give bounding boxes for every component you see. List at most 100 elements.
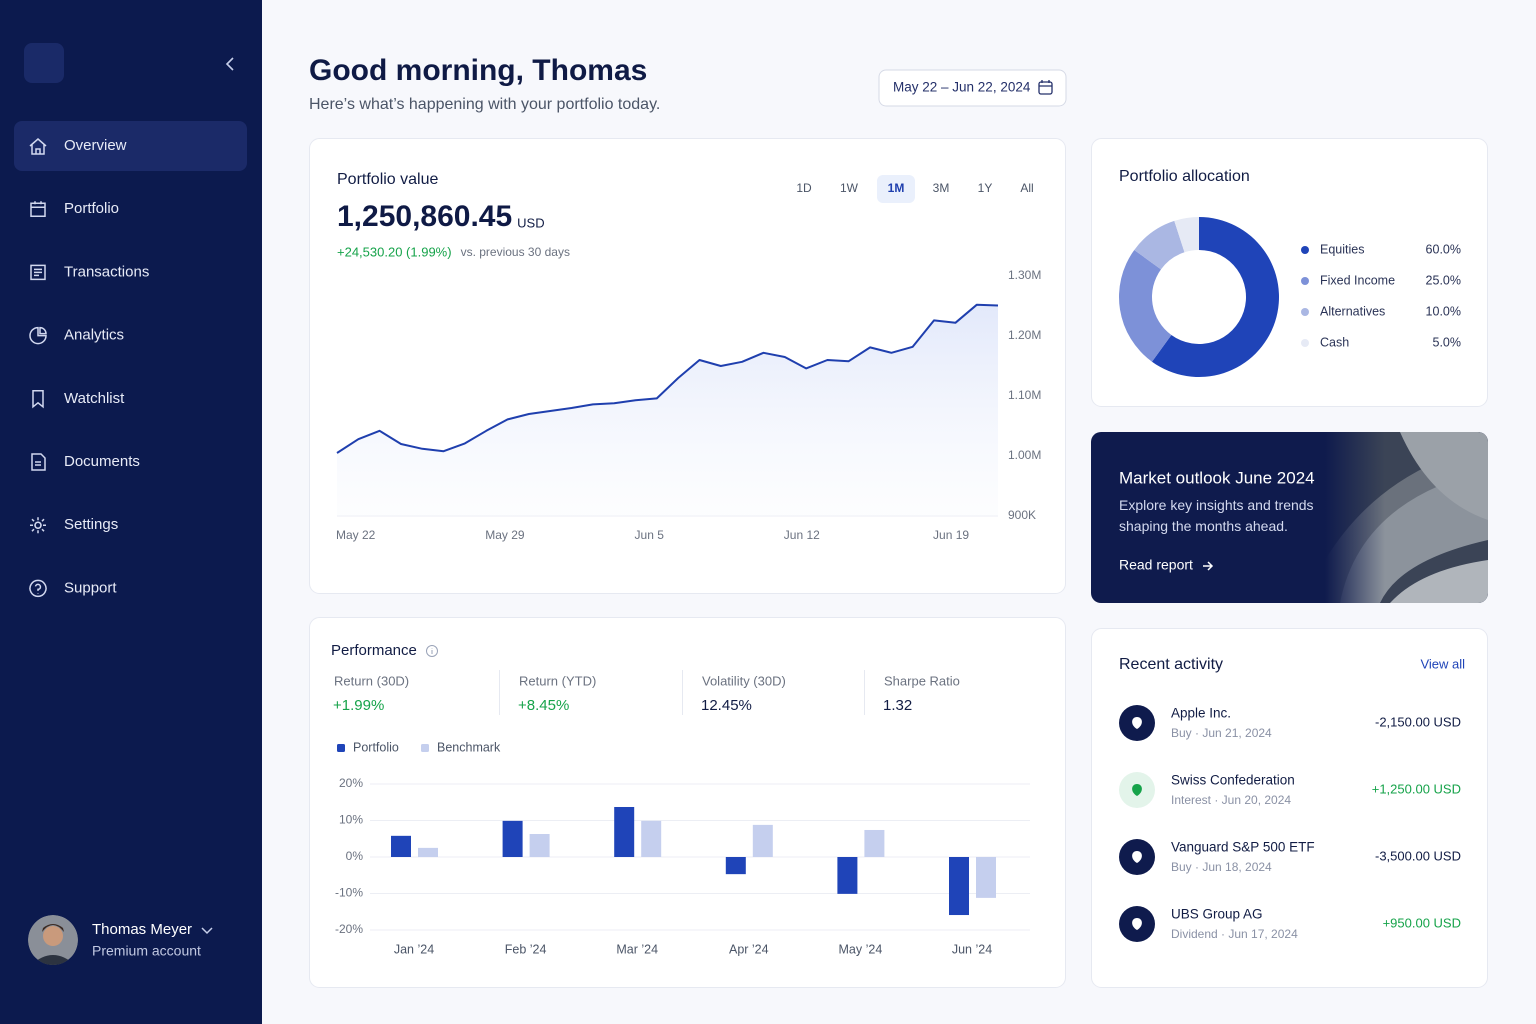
stat-label: Return (YTD)	[519, 673, 596, 688]
legend-label: Alternatives	[1320, 304, 1385, 318]
legend-label: Cash	[1320, 335, 1349, 349]
performance-card	[309, 617, 1066, 988]
allocation-card	[1091, 138, 1488, 407]
bar	[641, 820, 662, 857]
activity-detail: Interest · Jun 20, 2024	[1171, 793, 1291, 807]
card-title: Portfolio value	[337, 171, 438, 188]
card-title: Performance	[331, 642, 417, 659]
stat-value: +1.99%	[333, 697, 384, 714]
activity-glyph	[1132, 784, 1142, 796]
nav-icon	[29, 138, 47, 155]
range-button[interactable]: 1M	[888, 181, 905, 195]
x-tick-label: Jun 5	[635, 528, 665, 542]
y-tick-label: 900K	[1008, 508, 1036, 522]
activity-detail: Dividend · Jun 17, 2024	[1171, 927, 1298, 941]
activity-glyph	[1132, 851, 1142, 863]
nav-item[interactable]: Transactions	[64, 263, 149, 280]
legend-dot	[1301, 246, 1309, 254]
y-tick-label: 10%	[339, 813, 363, 827]
date-range[interactable]: May 22 – Jun 22, 2024	[893, 80, 1031, 95]
pie-slice	[1134, 220, 1185, 270]
calendar-icon	[1038, 80, 1053, 95]
outlook-link[interactable]: Read report	[1119, 557, 1193, 573]
page-subtitle: Here’s what’s happening with your portfo…	[309, 96, 660, 113]
date-picker[interactable]	[878, 69, 1067, 107]
legend-dot	[1301, 339, 1309, 347]
activity-amount: -2,150.00 USD	[1375, 714, 1461, 729]
logo	[24, 43, 64, 83]
activity-name: Vanguard S&P 500 ETF	[1171, 840, 1315, 855]
pie-slice	[1151, 217, 1279, 377]
change-note: vs. previous 30 days	[461, 245, 570, 259]
nav-icon	[32, 390, 44, 409]
legend-label: Portfolio	[353, 740, 399, 754]
activity-amount: +1,250.00 USD	[1372, 781, 1461, 796]
range-button[interactable]: 3M	[933, 181, 950, 195]
bar	[976, 857, 996, 898]
nav-icon	[29, 326, 47, 345]
change: +24,530.20 (1.99%)	[337, 244, 452, 259]
x-tick-label: May ’24	[839, 942, 883, 956]
legend-dot	[1301, 308, 1309, 316]
collapse-button[interactable]	[225, 57, 234, 71]
nav-icon	[30, 264, 46, 281]
range-button[interactable]: 1W	[840, 181, 859, 195]
nav-active-bg	[14, 121, 247, 171]
outlook-text: Explore key insights and trends shaping …	[1119, 497, 1314, 534]
activity-detail: Buy · Jun 21, 2024	[1171, 726, 1272, 740]
activity-amount: -3,500.00 USD	[1375, 848, 1461, 863]
stat-label: Sharpe Ratio	[884, 673, 960, 688]
legend-label: Equities	[1320, 242, 1364, 256]
bar	[418, 847, 438, 857]
range-button[interactable]: All	[1020, 181, 1033, 195]
x-tick-label: Apr ’24	[729, 942, 769, 956]
y-tick-label: 20%	[339, 776, 363, 790]
activity-name: Apple Inc.	[1171, 706, 1231, 721]
user-plan: Premium account	[92, 943, 201, 959]
bar	[949, 857, 969, 916]
activity-glyph	[1132, 717, 1142, 729]
bar	[864, 829, 885, 857]
x-tick-label: Feb ’24	[505, 942, 547, 956]
y-tick-label: 1.30M	[1008, 268, 1041, 282]
user-menu[interactable]	[201, 927, 213, 935]
outlook-title: Market outlook June 2024	[1119, 468, 1315, 487]
stat-value: 1.32	[883, 697, 912, 714]
x-tick-label: May 22	[336, 528, 376, 542]
user-name: Thomas Meyer	[92, 921, 192, 938]
currency: USD	[517, 215, 544, 230]
nav-item[interactable]: Portfolio	[64, 200, 119, 217]
nav-item[interactable]: Settings	[64, 516, 118, 533]
pie-slice	[1119, 249, 1172, 362]
legend-label: Fixed Income	[1320, 273, 1395, 287]
bar	[837, 857, 858, 894]
stat-value: 12.45%	[701, 697, 752, 714]
x-tick-label: Mar ’24	[616, 942, 658, 956]
x-tick-label: Jun ’24	[952, 942, 992, 956]
y-tick-label: 1.10M	[1008, 388, 1041, 402]
activity-detail: Buy · Jun 18, 2024	[1171, 860, 1272, 874]
view-all[interactable]: View all	[1420, 656, 1465, 671]
x-tick-label: May 29	[485, 528, 525, 542]
arrow-icon	[1203, 561, 1214, 571]
page-title: Good morning, Thomas	[309, 54, 647, 87]
portfolio-value: 1,250,860.45	[337, 200, 512, 233]
activity-card	[1091, 628, 1488, 988]
nav-item[interactable]: Support	[64, 579, 117, 596]
nav-item[interactable]: Documents	[64, 453, 140, 470]
x-tick-label: Jun 12	[784, 528, 820, 542]
legend-dot	[1301, 277, 1309, 285]
bar	[391, 835, 411, 857]
activity-name: Swiss Confederation	[1171, 773, 1295, 788]
range-button[interactable]: 1D	[796, 181, 812, 195]
legend-swatch	[337, 744, 345, 752]
nav-item[interactable]: Analytics	[64, 327, 124, 344]
card-title: Portfolio allocation	[1119, 168, 1250, 185]
range-active-bg	[877, 175, 915, 203]
nav-item[interactable]: Overview	[64, 137, 127, 154]
nav-item[interactable]: Watchlist	[64, 390, 125, 407]
card-title: Recent activity	[1119, 656, 1223, 673]
range-button[interactable]: 1Y	[978, 181, 993, 195]
